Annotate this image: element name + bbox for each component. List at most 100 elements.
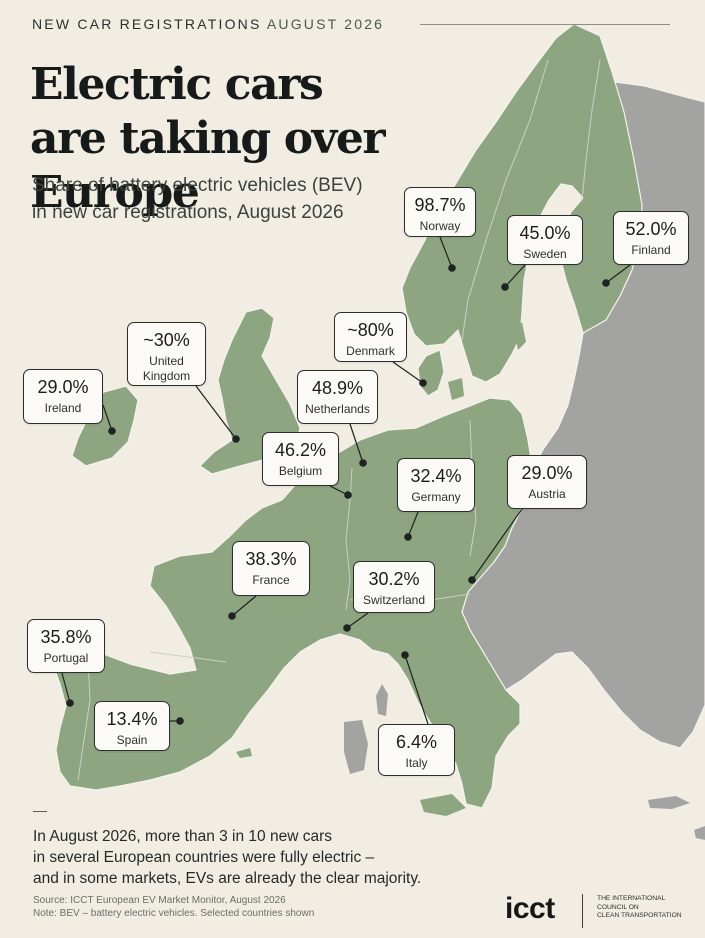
callout-germany: 32.4% Germany	[397, 458, 475, 512]
callout-uk: ~30% United Kingdom	[127, 322, 206, 386]
callout-country-name: Germany	[411, 490, 461, 504]
location-marker-netherlands	[359, 459, 367, 467]
subtitle-line-2: in new car registrations, August 2026	[32, 202, 344, 223]
kicker-text: NEW CAR REGISTRATIONS	[32, 16, 262, 32]
callout-italy: 6.4% Italy	[378, 724, 455, 776]
callout-country-name: Austria	[528, 487, 566, 501]
subtitle-line-1: Share of battery electric vehicles (BEV)	[32, 175, 363, 196]
leader-line-austria	[471, 508, 523, 581]
callout-switzerland: 30.2% Switzerland	[353, 561, 435, 613]
callout-country-name: Kingdom	[142, 369, 191, 383]
border-portugal-spain	[77, 659, 91, 781]
callout-value: ~30%	[143, 330, 190, 350]
location-marker-finland	[602, 279, 610, 287]
org-line-3: CLEAN TRANSPORTATION	[597, 912, 682, 920]
callout-belgium: 46.2% Belgium	[262, 432, 339, 486]
takeaway-note: In August 2026, more than 3 in 10 new ca…	[33, 826, 493, 889]
callout-value: 35.8%	[40, 627, 92, 647]
callout-country-name: Switzerland	[362, 593, 426, 607]
location-marker-norway	[448, 264, 456, 272]
callout-austria: 29.0% Austria	[507, 455, 587, 509]
grey-mediterranean-island	[694, 826, 705, 840]
location-marker-italy	[401, 651, 409, 659]
green-gotland	[514, 322, 526, 350]
callout-value: 45.0%	[519, 223, 571, 243]
border-norway-sweden	[461, 59, 549, 341]
leader-line-uk	[195, 385, 237, 440]
org-line-2: COUNCIL ON	[597, 903, 639, 911]
leader-line-switzerland	[346, 612, 369, 629]
callout-sweden: 45.0% Sweden	[507, 215, 583, 265]
org-name: THE INTERNATIONAL COUNCIL ON CLEAN TRANS…	[597, 895, 701, 921]
source-note: Source: ICCT European EV Market Monitor,…	[33, 895, 373, 920]
leader-line-germany	[407, 511, 419, 538]
callout-country-name: France	[252, 573, 290, 587]
note-line-3: and in some markets, EVs are already the…	[33, 870, 422, 887]
callout-country-name: Belgium	[278, 464, 323, 478]
leader-line-portugal	[61, 672, 71, 704]
callout-value: 32.4%	[410, 466, 462, 486]
green-denmark	[417, 349, 445, 397]
callout-value: ~80%	[347, 320, 394, 340]
org-line-1: THE INTERNATIONAL	[597, 895, 666, 902]
green-denmark-island	[448, 378, 464, 400]
callout-country-name: Norway	[419, 219, 461, 233]
grey-corsica	[376, 684, 388, 716]
logo-divider	[582, 894, 583, 928]
location-marker-sweden	[501, 283, 509, 291]
icct-logo: icct	[505, 892, 555, 925]
callout-spain: 13.4% Spain	[94, 701, 170, 751]
callout-norway: 98.7% Norway	[404, 187, 476, 237]
note-rule	[33, 811, 47, 812]
leader-lines	[61, 236, 631, 725]
leader-line-france	[231, 595, 257, 617]
callout-value: 46.2%	[274, 440, 327, 460]
location-marker-denmark	[419, 379, 427, 387]
callout-country-name: Sweden	[523, 247, 567, 261]
callout-netherlands: 48.9% Netherlands	[297, 370, 378, 424]
location-marker-france	[228, 612, 236, 620]
source-line: Source: ICCT European EV Market Monitor,…	[33, 895, 286, 906]
callout-france: 38.3% France	[232, 541, 310, 596]
note-line-2: in several European countries were fully…	[33, 849, 375, 866]
callout-country-name: Finland	[631, 243, 671, 257]
callout-value: 98.7%	[414, 195, 466, 215]
leader-line-denmark	[392, 361, 424, 384]
callout-country-name: Ireland	[44, 401, 82, 415]
page-title: Electric cars are taking over Europe	[30, 58, 550, 220]
callout-value: 6.4%	[395, 732, 438, 752]
title-line-2: are taking over Europe	[30, 113, 386, 218]
callout-portugal: 35.8% Portugal	[27, 619, 105, 673]
kicker-rule	[420, 24, 670, 25]
definition-line: Note: BEV – battery electric vehicles. S…	[33, 907, 315, 919]
title-line-1: Electric cars	[30, 59, 324, 110]
callout-denmark: ~80% Denmark	[334, 312, 407, 362]
location-marker-austria	[468, 576, 476, 584]
border-spain-france	[149, 651, 227, 663]
callout-value: 38.3%	[245, 549, 297, 569]
callout-ireland: 29.0% Ireland	[23, 369, 103, 424]
callout-value: 29.0%	[37, 377, 89, 397]
callout-country-name: United	[149, 354, 184, 368]
location-marker-uk	[232, 435, 240, 443]
leader-line-netherlands	[349, 423, 364, 464]
note-line-1: In August 2026, more than 3 in 10 new ca…	[33, 828, 332, 845]
location-marker-belgium	[344, 491, 352, 499]
callout-country-name: Netherlands	[305, 402, 370, 416]
callout-country-name: Denmark	[346, 344, 395, 358]
location-marker-portugal	[66, 699, 74, 707]
leader-line-norway	[439, 236, 453, 269]
callout-country-name: Portugal	[43, 651, 89, 665]
leader-line-italy	[404, 654, 429, 725]
leader-line-finland	[605, 264, 631, 284]
location-marker-switzerland	[343, 624, 351, 632]
callout-value: 48.9%	[311, 378, 364, 398]
leader-line-ireland	[102, 404, 113, 432]
callout-country-name: Spain	[116, 733, 148, 747]
callout-value: 30.2%	[368, 569, 420, 589]
grey-crete	[648, 796, 690, 809]
kicker-date: AUGUST 2026	[266, 16, 385, 32]
location-marker-spain	[176, 717, 184, 725]
green-sicily	[420, 794, 466, 816]
leader-line-sweden	[504, 264, 526, 288]
